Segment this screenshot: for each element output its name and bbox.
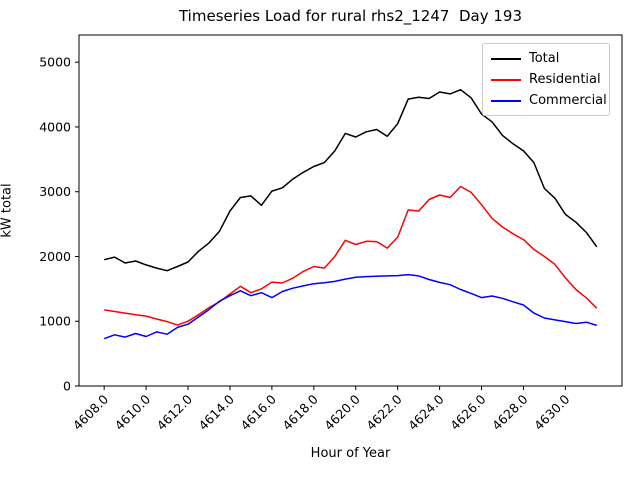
y-tick-label: 3000 <box>39 184 71 199</box>
legend-label: Total <box>529 51 560 66</box>
x-axis-label: Hour of Year <box>310 446 391 461</box>
x-tick-label: 4608.0 <box>70 391 112 433</box>
x-tick-label: 4610.0 <box>112 391 154 433</box>
series-line-residential <box>104 185 598 326</box>
x-tick-label: 4620.0 <box>321 391 363 433</box>
y-tick-label: 4000 <box>39 119 71 134</box>
legend-entry-commercial: Commercial <box>483 90 609 111</box>
x-tick-label: 4618.0 <box>279 391 321 433</box>
x-tick-label: 4628.0 <box>489 391 531 433</box>
y-tick-label: 5000 <box>39 55 71 70</box>
x-tick-label: 4624.0 <box>405 391 447 433</box>
x-tick-label: 4626.0 <box>447 391 489 433</box>
legend-entry-residential: Residential <box>483 69 609 90</box>
y-axis-label: kW total <box>0 183 15 238</box>
legend-line-swatch <box>491 99 521 102</box>
y-tick-label: 1000 <box>39 314 71 329</box>
x-tick-label: 4622.0 <box>363 391 405 433</box>
x-tick-label: 4612.0 <box>154 391 196 433</box>
x-tick-label: 4616.0 <box>237 391 279 433</box>
series-line-commercial <box>103 273 598 340</box>
legend-line-swatch <box>491 78 521 81</box>
legend-label: Commercial <box>529 93 607 108</box>
legend-entry-total: Total <box>483 48 609 69</box>
x-tick-label: 4630.0 <box>531 391 573 433</box>
series-line-total <box>104 88 598 272</box>
y-tick-label: 0 <box>63 379 71 394</box>
y-tick-label: 2000 <box>39 249 71 264</box>
legend-label: Residential <box>529 72 601 87</box>
x-tick-label: 4614.0 <box>196 391 238 433</box>
legend-line-swatch <box>491 57 521 60</box>
legend: Total Residential Commercial <box>482 43 610 116</box>
chart-title: Timeseries Load for rural rhs2_1247 Day … <box>178 7 522 25</box>
